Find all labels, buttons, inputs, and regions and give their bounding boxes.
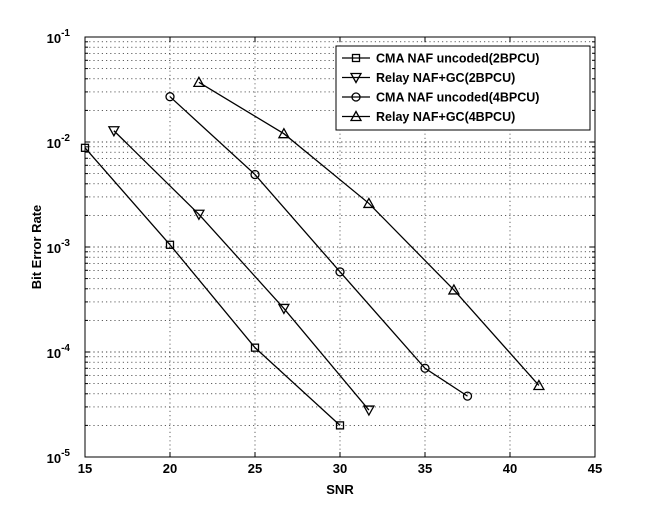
- legend-entry: CMA NAF uncoded(4BPCU): [342, 91, 539, 105]
- y-tick-label: 10-3: [47, 238, 71, 256]
- data-point: [462, 391, 473, 401]
- axis-ticks: 15 20 25 30 35 40 45 10-5 10-4 10-3 10-2 10-1: [47, 28, 603, 476]
- series-line: [84, 147, 341, 426]
- data-point: [420, 363, 430, 373]
- data-point: [250, 169, 260, 180]
- data-point: [165, 92, 175, 102]
- series-line: [169, 96, 468, 397]
- data-point: [192, 209, 206, 221]
- x-tick-label: 40: [503, 461, 517, 476]
- x-tick-label: 25: [248, 461, 262, 476]
- legend-entry: Relay NAF+GC(2BPCU): [342, 71, 515, 85]
- legend-entry: CMA NAF uncoded(2BPCU): [342, 52, 539, 66]
- data-point: [277, 303, 291, 315]
- y-tick-label: 10-5: [47, 448, 71, 466]
- series-1: [80, 143, 345, 430]
- y-tick-label: 10-4: [47, 343, 71, 361]
- x-tick-label: 30: [333, 461, 347, 476]
- data-point: [335, 267, 345, 277]
- legend-label: CMA NAF uncoded(4BPCU): [376, 91, 539, 105]
- series-line: [198, 81, 540, 386]
- x-tick-label: 15: [78, 461, 92, 476]
- y-tick-label: 10-2: [47, 133, 71, 151]
- legend-label: Relay NAF+GC(2BPCU): [376, 71, 515, 85]
- data-point: [250, 343, 260, 352]
- data-point: [165, 240, 175, 249]
- legend-entry: Relay NAF+GC(4BPCU): [342, 110, 515, 124]
- y-tick-label: 10-1: [47, 28, 71, 46]
- data-point: [80, 143, 90, 152]
- data-point: [532, 379, 546, 391]
- legend-marker: [349, 72, 363, 84]
- data-point: [447, 283, 461, 295]
- legend-label: CMA NAF uncoded(2BPCU): [376, 52, 539, 66]
- legend-marker: [351, 53, 361, 63]
- legend-marker: [351, 92, 361, 102]
- series-2: [107, 126, 376, 417]
- series-3: [165, 92, 473, 401]
- data-point: [362, 197, 376, 209]
- legend: CMA NAF uncoded(2BPCU) Relay NAF+GC(2BPCU…: [335, 45, 591, 131]
- x-tick-label: 45: [588, 461, 602, 476]
- data-point: [107, 126, 121, 138]
- series-4: [192, 76, 546, 391]
- series-line: [113, 130, 370, 411]
- y-axis-label: Bit Error Rate: [29, 205, 44, 290]
- data-point: [277, 127, 291, 139]
- x-tick-label: 20: [163, 461, 177, 476]
- x-axis-label: SNR: [326, 482, 354, 497]
- x-tick-label: 35: [418, 461, 432, 476]
- data-point: [192, 76, 206, 87]
- data-point: [335, 421, 345, 430]
- legend-marker: [349, 110, 363, 122]
- legend-label: Relay NAF+GC(4BPCU): [376, 110, 515, 124]
- series-layer: [80, 76, 546, 430]
- data-point: [362, 405, 376, 417]
- legend-box: [335, 45, 591, 131]
